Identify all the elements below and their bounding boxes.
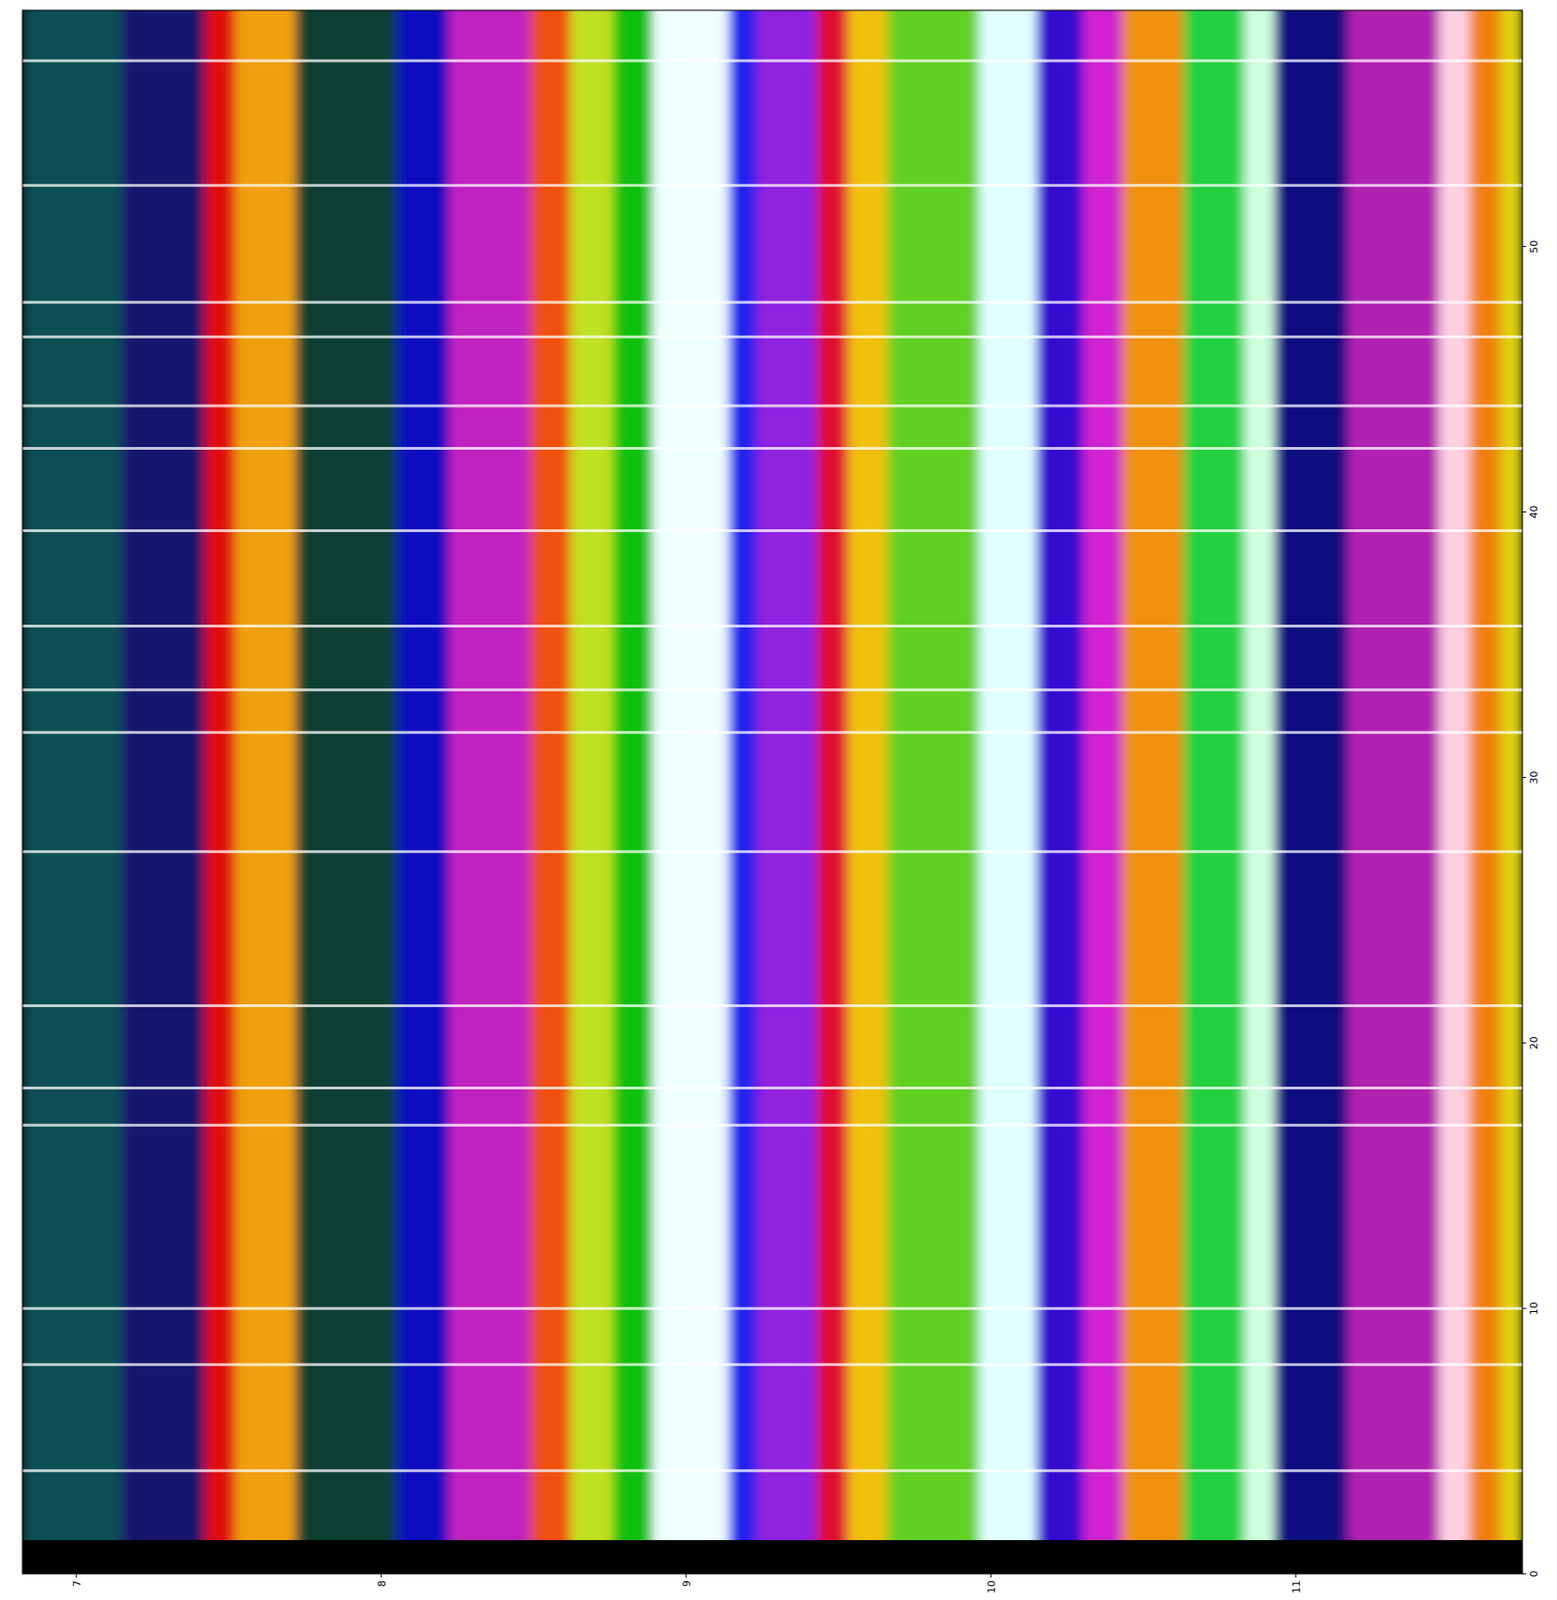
- band: [817, 10, 849, 1541]
- band: [612, 10, 653, 1541]
- y-tick: [1522, 777, 1527, 779]
- y-tick-label: 40: [1528, 505, 1541, 519]
- row-line: [22, 184, 1523, 188]
- row-line: [22, 446, 1523, 450]
- band: [295, 10, 397, 1541]
- y-tick: [1522, 245, 1527, 247]
- frame: [22, 10, 1523, 1574]
- row-line: [22, 1469, 1523, 1472]
- band: [1082, 10, 1124, 1541]
- y-tick: [1522, 511, 1527, 513]
- band: [122, 10, 206, 1541]
- row-line: [22, 688, 1523, 692]
- x-tick: [1295, 1573, 1297, 1578]
- y-tick-label: 50: [1528, 240, 1541, 254]
- band: [1499, 10, 1523, 1541]
- plot-area: [22, 10, 1523, 1574]
- band: [979, 10, 1038, 1541]
- band: [848, 10, 889, 1541]
- band: [530, 10, 571, 1541]
- band: [447, 10, 532, 1541]
- row-line: [22, 1363, 1523, 1367]
- row-line: [22, 335, 1523, 339]
- y-tick-label: 30: [1528, 770, 1541, 784]
- row-line: [22, 731, 1523, 735]
- band: [1470, 10, 1501, 1541]
- bands: [22, 10, 1523, 1541]
- band: [652, 10, 730, 1541]
- y-tick-label: 20: [1528, 1036, 1541, 1050]
- chart: 7 8 9 10 11 0 10 20 30 40 50: [0, 0, 1557, 1600]
- band: [22, 10, 123, 1541]
- row-line: [22, 529, 1523, 533]
- y-tick: [1522, 1573, 1527, 1575]
- row-line: [22, 1004, 1523, 1008]
- band: [1182, 10, 1245, 1541]
- row-line: [22, 850, 1523, 853]
- x-tick-label: 7: [71, 1580, 84, 1587]
- x-tick-label: 8: [375, 1580, 389, 1587]
- band: [570, 10, 614, 1541]
- background: [22, 10, 1523, 1574]
- x-tick-label: 9: [680, 1580, 693, 1587]
- band: [204, 10, 236, 1541]
- band: [1037, 10, 1083, 1541]
- row-line: [22, 1086, 1523, 1090]
- x-tick: [685, 1573, 687, 1578]
- band: [396, 10, 449, 1541]
- band: [887, 10, 980, 1541]
- band: [728, 10, 757, 1541]
- row-line: [22, 624, 1523, 628]
- band: [1347, 10, 1440, 1541]
- y-tick-label: 10: [1528, 1301, 1541, 1315]
- y-tick: [1522, 1308, 1527, 1310]
- x-tick-label: 10: [985, 1580, 998, 1594]
- row-line: [22, 403, 1523, 407]
- x-tick-label: 11: [1290, 1580, 1303, 1594]
- band: [1439, 10, 1471, 1541]
- band: [1122, 10, 1184, 1541]
- row-line: [22, 1124, 1523, 1127]
- band: [234, 10, 297, 1541]
- y-tick-label: 0: [1528, 1571, 1541, 1578]
- row-line: [22, 1307, 1523, 1311]
- x-tick: [75, 1573, 77, 1578]
- band: [756, 10, 819, 1541]
- band: [1274, 10, 1349, 1541]
- x-tick: [990, 1573, 992, 1578]
- y-tick: [1522, 1042, 1527, 1044]
- x-tick: [380, 1573, 382, 1578]
- row-line: [22, 301, 1523, 304]
- row-line: [22, 58, 1523, 62]
- band: [1243, 10, 1275, 1541]
